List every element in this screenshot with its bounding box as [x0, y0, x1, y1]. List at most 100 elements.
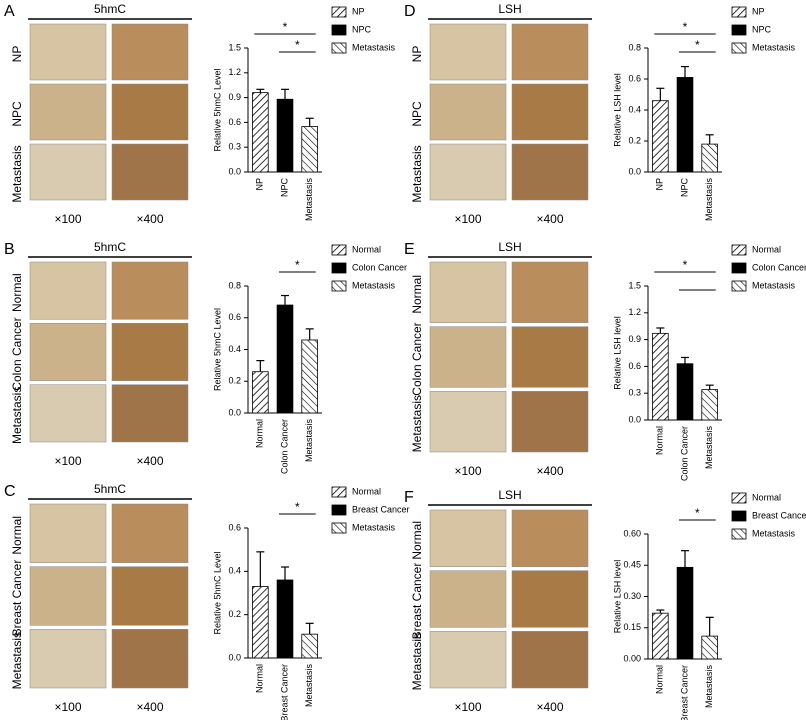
legend-swatch	[731, 492, 747, 504]
image-row-label: NP	[10, 46, 24, 63]
micrograph	[429, 326, 507, 388]
image-row-label: NP	[410, 46, 424, 63]
legend-label: NP	[352, 6, 365, 16]
bar	[676, 566, 694, 660]
bar	[301, 633, 318, 659]
image-column-label: ×100	[454, 700, 481, 714]
y-tick-label: 0.4	[228, 344, 241, 354]
legend-label: NPC	[752, 24, 772, 34]
micrograph	[29, 629, 107, 689]
y-tick-label: 0.6	[228, 117, 241, 127]
image-row-label: Breast Cancer	[410, 563, 424, 640]
y-tick-label: 0.0	[228, 407, 241, 417]
x-tick-label: Metastasis	[304, 664, 314, 708]
legend-label: Metastasis	[352, 42, 396, 52]
image-row-label: Metastasis	[10, 145, 24, 202]
micrograph	[511, 23, 589, 81]
y-tick-label: 0.3	[228, 142, 241, 152]
micrograph	[29, 323, 107, 381]
y-tick-label: 0.6	[228, 312, 241, 322]
micrograph	[511, 83, 589, 141]
image-column-label: ×400	[536, 212, 563, 226]
y-tick-label: 0.15	[623, 622, 641, 632]
image-title: 5hmC	[94, 2, 126, 16]
y-axis-label: Relative LSH level	[612, 73, 622, 147]
y-tick-label: 0.00	[623, 653, 641, 663]
micrograph	[511, 631, 589, 689]
x-tick-label: Colon Cancer	[279, 419, 289, 474]
significance-label: *	[283, 20, 288, 34]
micrograph	[511, 261, 589, 323]
image-row-label: NPC	[410, 101, 424, 127]
micrograph	[511, 391, 589, 453]
micrograph	[29, 503, 107, 563]
bar	[676, 77, 694, 173]
image-column-label: ×400	[536, 700, 563, 714]
legend-swatch	[331, 42, 347, 54]
bar	[652, 612, 669, 660]
micrograph	[111, 566, 189, 626]
image-column-label: ×400	[136, 212, 163, 226]
y-tick-label: 0.6	[628, 361, 641, 371]
legend-label: Colon Cancer	[752, 262, 806, 272]
micrograph	[29, 83, 107, 141]
x-tick-label: NP	[655, 178, 665, 191]
x-tick-label: NP	[255, 178, 265, 191]
y-tick-label: 0.8	[628, 42, 641, 52]
significance-label: *	[295, 500, 300, 514]
y-tick-label: 0.0	[228, 652, 241, 662]
legend-swatch	[331, 262, 347, 274]
y-tick-label: 0.30	[623, 591, 641, 601]
micrograph	[29, 143, 107, 201]
significance-label: *	[295, 38, 300, 52]
x-tick-label: Colon Cancer	[679, 426, 689, 481]
legend-label: Normal	[752, 492, 781, 502]
x-tick-label: Breast Cancer	[679, 665, 689, 720]
y-tick-label: 0.45	[623, 560, 641, 570]
panel-letter: D	[404, 3, 416, 20]
image-column-label: ×100	[54, 700, 81, 714]
micrograph	[111, 629, 189, 689]
y-tick-label: 0.6	[628, 73, 641, 83]
legend-label: Metastasis	[752, 42, 796, 52]
image-column-label: ×100	[54, 454, 81, 468]
legend-swatch	[331, 244, 347, 256]
micrograph	[111, 143, 189, 201]
significance-label: *	[695, 506, 700, 520]
image-column-label: ×100	[454, 464, 481, 478]
bar	[252, 92, 269, 173]
bar	[652, 100, 669, 173]
y-axis-label: Relative LSH level	[612, 560, 622, 634]
bar	[276, 579, 294, 659]
y-tick-label: 0.9	[628, 334, 641, 344]
panel-letter: A	[4, 3, 15, 20]
legend-swatch	[731, 262, 747, 274]
legend-swatch	[731, 280, 747, 292]
legend-swatch	[331, 280, 347, 292]
legend-label: Breast Cancer	[352, 504, 410, 514]
x-tick-label: Breast Cancer	[279, 664, 289, 720]
image-row-label: Normal	[10, 273, 24, 312]
x-tick-label: Normal	[255, 664, 265, 693]
micrograph	[429, 143, 507, 201]
bar	[701, 143, 718, 173]
image-title: 5hmC	[94, 482, 126, 496]
legend-swatch	[731, 244, 747, 256]
micrograph	[29, 384, 107, 443]
legend-label: Normal	[352, 486, 381, 496]
y-tick-label: 0.8	[228, 280, 241, 290]
image-title: LSH	[498, 240, 521, 254]
image-title: LSH	[498, 2, 521, 16]
legend-swatch	[731, 510, 747, 522]
significance-label: *	[295, 258, 300, 272]
image-row-label: Metastasis	[10, 387, 24, 444]
image-column-label: ×400	[136, 454, 163, 468]
panel: D LSH NP NPC Metastasis ×100 ×400 0.0 0.2 0.4 0.6 0…	[404, 2, 796, 226]
x-tick-label: NPC	[679, 178, 689, 198]
y-tick-label: 0.2	[228, 609, 241, 619]
